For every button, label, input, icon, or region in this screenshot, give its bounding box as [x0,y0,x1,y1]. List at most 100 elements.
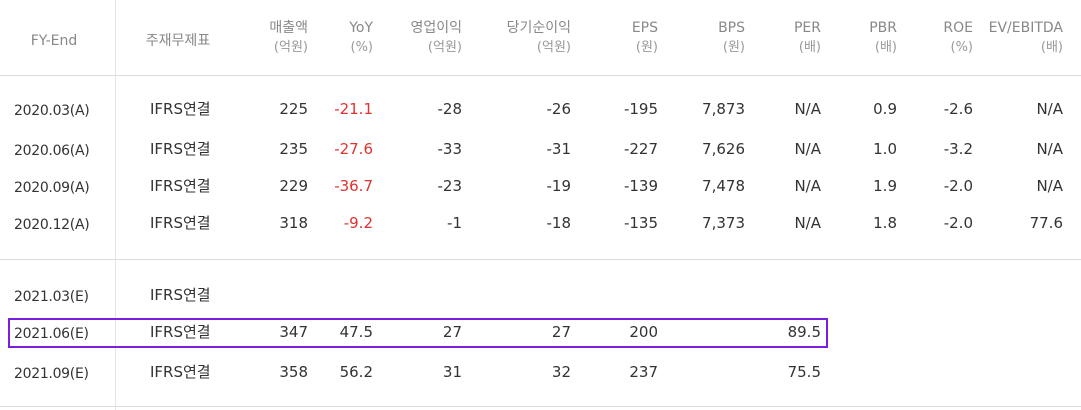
column-header-label: FY-End [30,33,78,49]
cell-yoy: -9.2 [343,214,373,232]
row-period: 2020.12(A) [14,217,90,233]
cell-ev: N/A [1036,177,1063,195]
column-header-unit: (배) [798,40,821,55]
column-header-label: ROE [943,20,973,36]
cell-net: -31 [546,140,572,158]
column-header-label: YoY [349,20,373,36]
cell-net: -26 [546,100,572,118]
cell-pbr: 1.0 [873,140,897,158]
column-header-roe: ROE (%) [943,18,973,58]
column-header-label: 매출액 [269,20,308,36]
cell-yoy: -21.1 [334,100,373,118]
cell-yoy: -36.7 [334,177,373,195]
cell-per: N/A [794,140,821,158]
column-header-bps: BPS (원) [718,18,745,58]
cell-ev: N/A [1036,100,1063,118]
cell-rev: 225 [279,100,308,118]
column-header-per: PER (배) [794,18,821,58]
cell-bps: 7,626 [702,140,745,158]
column-header-label: BPS [718,20,745,36]
column-header-label: EPS [631,20,658,36]
row-statement-type: IFRS연결 [150,363,211,381]
section-divider [0,259,1081,260]
column-header-unit: (%) [350,40,374,55]
cell-net: -18 [546,214,572,232]
column-header-unit: (억원) [536,40,571,55]
cell-eps: -139 [623,177,658,195]
cell-rev: 318 [279,214,308,232]
cell-per: N/A [794,214,821,232]
cell-per: N/A [794,177,821,195]
column-header-unit: (배) [874,40,897,55]
column-header-net: 당기순이익 (억원) [507,18,571,58]
cell-op: -33 [437,140,463,158]
row-statement-type: IFRS연결 [150,214,211,232]
column-header-op: 영업이익 (억원) [410,18,462,58]
cell-bps: 7,373 [702,214,745,232]
cell-ev: 77.6 [1029,214,1063,232]
row-period: 2021.03(E) [14,289,89,305]
column-header-unit: (억원) [427,40,462,55]
cell-yoy: 56.2 [339,363,373,381]
cell-eps: 200 [629,323,658,341]
cell-yoy: 47.5 [339,323,373,341]
highlighted-row-box [8,318,828,348]
cell-rev: 229 [279,177,308,195]
cell-per: 89.5 [787,323,821,341]
column-header-pbr: PBR (배) [869,18,897,58]
cell-eps: 237 [629,363,658,381]
cell-bps: 7,478 [702,177,745,195]
cell-pbr: 1.8 [873,214,897,232]
column-header-label: 당기순이익 [506,20,571,36]
column-header-yoy: YoY (%) [349,18,373,58]
cell-op: -1 [447,214,462,232]
cell-roe: -2.6 [943,100,973,118]
cell-per: 75.5 [787,363,821,381]
column-header-unit: (배) [1040,40,1063,55]
cell-net: -19 [546,177,572,195]
column-header-label: PER [793,20,821,36]
row-statement-type: IFRS연결 [150,323,211,341]
column-header-label: 영업이익 [410,20,462,36]
cell-bps: 7,873 [702,100,745,118]
cell-eps: -135 [623,214,658,232]
column-divider [115,0,116,410]
cell-eps: -195 [623,100,658,118]
row-statement-type: IFRS연결 [150,177,211,195]
cell-pbr: 0.9 [873,100,897,118]
cell-net: 32 [551,363,571,381]
column-header-unit: (%) [950,40,974,55]
column-header-acct: 주재무제표 [118,31,238,51]
column-header-rev: 매출액 (억원) [269,18,308,58]
row-period: 2020.03(A) [14,103,90,119]
cell-pbr: 1.9 [873,177,897,195]
column-header-unit: (억원) [273,40,308,55]
row-statement-type: IFRS연결 [150,140,211,158]
cell-op: -23 [437,177,463,195]
row-period: 2021.09(E) [14,366,89,382]
column-header-fy: FY-End [0,31,114,51]
cell-rev: 358 [279,363,308,381]
header-divider [0,75,1081,76]
row-period: 2020.09(A) [14,180,90,196]
cell-rev: 235 [279,140,308,158]
column-header-label: 주재무제표 [145,33,211,49]
cell-yoy: -27.6 [334,140,373,158]
cell-op: 27 [442,323,462,341]
cell-ev: N/A [1036,140,1063,158]
row-period: 2021.06(E) [14,326,89,342]
column-header-unit: (원) [635,40,658,55]
cell-op: 31 [442,363,462,381]
column-header-unit: (원) [722,40,745,55]
row-statement-type: IFRS연결 [150,286,211,304]
cell-op: -28 [437,100,463,118]
cell-rev: 347 [279,323,308,341]
column-header-eps: EPS (원) [632,18,658,58]
row-period: 2020.06(A) [14,143,90,159]
cell-net: 27 [551,323,571,341]
column-header-ev: EV/EBITDA (배) [989,18,1063,58]
cell-roe: -3.2 [943,140,973,158]
cell-roe: -2.0 [943,177,973,195]
column-header-label: PBR [869,20,897,36]
